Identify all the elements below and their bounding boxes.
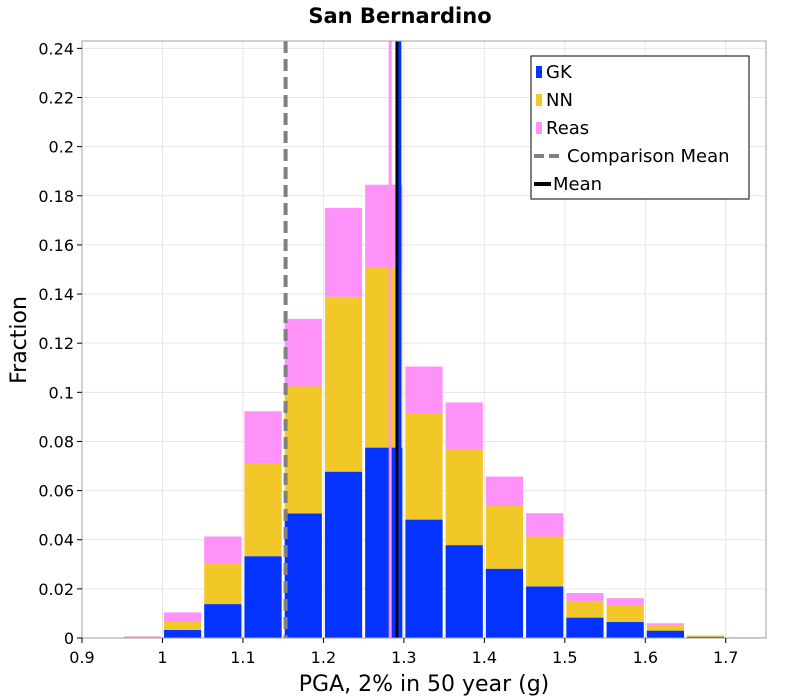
- legend: GK NN Reas Comparison Mean Mean: [530, 55, 750, 200]
- bar-reas: [244, 411, 282, 464]
- bar-reas: [284, 318, 322, 387]
- y-tick-label: 0.16: [38, 236, 74, 255]
- bar-reas: [566, 593, 604, 602]
- bar-gk: [405, 519, 443, 638]
- bar-gk: [445, 545, 483, 638]
- mean-lines: [283, 41, 402, 638]
- bar-nn: [485, 506, 524, 569]
- bar-reas: [445, 402, 483, 450]
- y-axis-label: Fraction: [7, 296, 32, 384]
- legend-label: Comparison Mean: [567, 146, 730, 167]
- bar-gk: [324, 471, 363, 638]
- x-tick-label: 1: [157, 648, 167, 667]
- bar-nn: [646, 625, 685, 631]
- bar-reas: [204, 536, 242, 565]
- bar-reas: [485, 476, 524, 507]
- y-tick-label: 0.04: [38, 531, 74, 550]
- bar-gk: [646, 630, 685, 638]
- bar-reas: [646, 623, 685, 626]
- bar-nn: [244, 463, 282, 557]
- plot-frame: [81, 40, 767, 639]
- bar-reas: [606, 598, 644, 606]
- y-tick-label: 0.06: [38, 482, 74, 501]
- x-tick-label: 1.3: [391, 648, 416, 667]
- x-tick-label: 0.9: [69, 648, 94, 667]
- legend-swatch-nn: [536, 94, 542, 106]
- x-tick-label: 1.6: [633, 648, 658, 667]
- bar-nn: [284, 386, 322, 514]
- bar-gk: [485, 568, 524, 638]
- bar-gk: [566, 617, 604, 638]
- legend-swatch-gk: [536, 66, 542, 78]
- y-tick-label: 0.12: [38, 334, 74, 353]
- bar-nn: [204, 564, 242, 605]
- bar-nn: [163, 621, 202, 630]
- bar-gk: [204, 604, 242, 638]
- chart-title: San Bernardino: [308, 4, 491, 28]
- y-tick-label: 0.02: [38, 580, 74, 599]
- bar-gk: [526, 586, 564, 638]
- x-tick-label: 1.1: [230, 648, 255, 667]
- x-tick-label: 1.7: [713, 648, 738, 667]
- bar-gk: [244, 556, 282, 638]
- bar-nn: [405, 413, 443, 520]
- x-tick-label: 1.4: [472, 648, 497, 667]
- bars: [123, 184, 765, 638]
- bar-reas: [405, 366, 443, 414]
- y-tick-label: 0.18: [38, 187, 74, 206]
- legend-label: Reas: [546, 118, 589, 139]
- bar-nn: [526, 536, 564, 587]
- legend-swatch-reas: [536, 122, 542, 134]
- bar-reas: [163, 612, 202, 622]
- bar-nn: [687, 636, 725, 637]
- bar-gk: [284, 513, 322, 638]
- y-axis-ticks: 0 0.02 0.04 0.06 0.08 0.1 0.12 0.14 0.16 0.18 0.2 0…: [38, 39, 82, 648]
- legend-label: Mean: [553, 174, 602, 195]
- x-tick-label: 1.5: [552, 648, 577, 667]
- y-tick-label: 0.1: [49, 383, 74, 402]
- y-tick-label: 0.2: [49, 138, 74, 157]
- bar-nn: [324, 296, 363, 472]
- x-axis-ticks: 0.9 1 1.1 1.2 1.3 1.4 1.5 1.6 1.7: [69, 638, 738, 667]
- x-tick-label: 1.2: [311, 648, 336, 667]
- bar-nn: [566, 601, 604, 618]
- y-tick-label: 0.08: [38, 432, 74, 451]
- bar-nn: [445, 449, 483, 546]
- bar-reas: [526, 513, 564, 537]
- y-tick-label: 0.22: [38, 89, 74, 108]
- bar-gk: [163, 629, 202, 638]
- bar-reas: [324, 207, 363, 297]
- bar-gk: [687, 636, 725, 638]
- y-tick-label: 0.14: [38, 285, 74, 304]
- legend-label: NN: [546, 90, 573, 111]
- y-tick-label: 0.24: [38, 39, 74, 58]
- bar-gk: [606, 622, 644, 638]
- y-tick-label: 0: [64, 629, 74, 648]
- legend-label: GK: [546, 62, 573, 83]
- x-axis-label: PGA, 2% in 50 year (g): [299, 672, 550, 697]
- legend-box: [530, 55, 750, 200]
- bar-nn: [606, 605, 644, 623]
